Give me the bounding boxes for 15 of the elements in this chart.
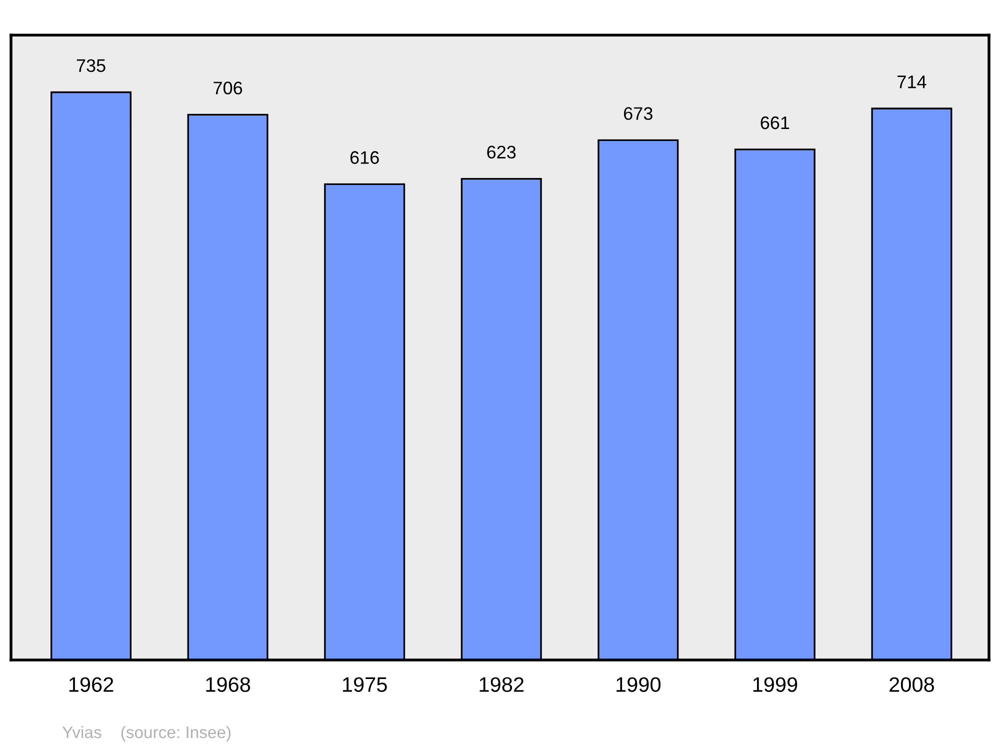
data-label: 735: [76, 59, 106, 72]
x-tick-label: 1962: [69, 677, 114, 692]
data-label: 673: [624, 107, 652, 120]
data-label: 661: [760, 116, 790, 130]
x-tick-label: 1975: [343, 677, 387, 692]
x-tick-label: 1982: [480, 677, 524, 692]
x-tick-label: 1999: [753, 677, 798, 692]
data-label: 623: [487, 146, 516, 159]
data-label: 616: [350, 151, 379, 164]
data-label: 706: [214, 82, 242, 94]
x-tick-label: 1990: [616, 677, 661, 692]
text: Yvias (source: Insee): [62, 726, 230, 742]
x-tick-label: 2008: [890, 677, 934, 692]
x-tick-label: 1968: [206, 677, 250, 692]
data-label: 714: [898, 76, 926, 88]
